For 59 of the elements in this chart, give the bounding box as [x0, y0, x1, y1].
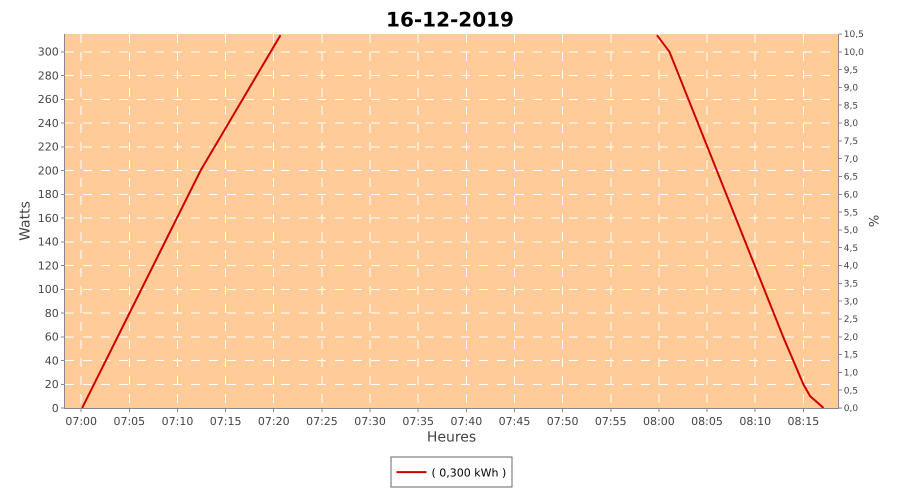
- x-tick-label: 07:40: [450, 415, 482, 428]
- y2-tick-label: 4,5: [844, 244, 858, 254]
- y2-tick-label: 10,5: [844, 30, 864, 40]
- y-tick-label: 300: [38, 46, 59, 59]
- y2-tick-label: 2,5: [844, 315, 858, 326]
- y2-tick-label: 6,0: [844, 190, 858, 200]
- y2-tick-label: 0,0: [844, 404, 858, 414]
- y2-tick-label: 1,0: [844, 368, 858, 379]
- x-axis-title: Heures: [426, 430, 476, 446]
- y2-tick-label: 9,0: [844, 84, 858, 94]
- y2-tick-label: 2,0: [844, 332, 858, 343]
- x-tick-label: 07:25: [306, 415, 338, 428]
- y2-tick-label: 7,0: [844, 154, 858, 165]
- x-tick-label: 08:00: [643, 415, 675, 428]
- y-tick-label: 60: [44, 330, 59, 344]
- legend-label: ( 0,300 kWh ): [432, 466, 506, 480]
- y2-tick-label: 4,0: [844, 262, 858, 272]
- x-tick-label: 07:05: [113, 415, 146, 428]
- y-axis-title: Watts: [17, 201, 34, 241]
- y2-tick-label: 5,0: [844, 226, 858, 236]
- y-tick-label: 40: [44, 354, 59, 368]
- x-tick-label: 07:10: [162, 415, 194, 428]
- chart-title: 16-12-2019: [386, 8, 514, 32]
- x-tick-label: 07:15: [210, 415, 242, 428]
- x-tick-label: 07:00: [65, 415, 98, 428]
- x-tick-label: 07:50: [546, 415, 578, 428]
- x-tick-label: 07:55: [594, 415, 627, 428]
- x-tick-label: 07:45: [498, 415, 530, 428]
- y2-tick-label: 3,5: [844, 279, 858, 290]
- y2-tick-label: 1,5: [844, 350, 858, 361]
- y-tick-label: 100: [38, 283, 59, 296]
- x-tick-label: 08:10: [739, 415, 772, 428]
- y-tick-label: 280: [38, 69, 59, 82]
- y-tick-label: 180: [38, 188, 59, 202]
- y-tick-label: 240: [38, 116, 59, 130]
- y-tick-label: 80: [44, 306, 59, 320]
- x-tick-label: 08:05: [691, 415, 723, 428]
- y2-tick-label: 3,0: [844, 297, 858, 308]
- y-tick-label: 20: [44, 378, 59, 392]
- y2-tick-label: 7,5: [844, 137, 858, 148]
- y-tick-label: 160: [38, 212, 59, 225]
- y-tick-label: 120: [38, 259, 59, 272]
- y2-tick-label: 8,0: [844, 119, 858, 130]
- y-tick-label: 200: [38, 164, 59, 178]
- y-tick-label: 140: [38, 236, 59, 249]
- x-tick-label: 08:15: [787, 415, 820, 428]
- y2-tick-label: 10,0: [844, 48, 864, 58]
- y2-tick-label: 6,5: [844, 172, 858, 183]
- y-tick-label: 0: [52, 402, 59, 415]
- x-tick-label: 07:35: [402, 415, 434, 428]
- y-tick-label: 220: [38, 140, 59, 154]
- x-tick-label: 07:20: [258, 415, 290, 428]
- x-tick-label: 07:30: [354, 415, 386, 428]
- y2-tick-label: 9,5: [844, 66, 858, 76]
- y2-tick-label: 0,5: [844, 386, 858, 396]
- y2-tick-label: 5,5: [844, 208, 858, 218]
- y-tick-label: 260: [38, 93, 59, 106]
- y2-axis-title: %: [868, 214, 883, 228]
- y2-tick-label: 8,5: [844, 101, 858, 112]
